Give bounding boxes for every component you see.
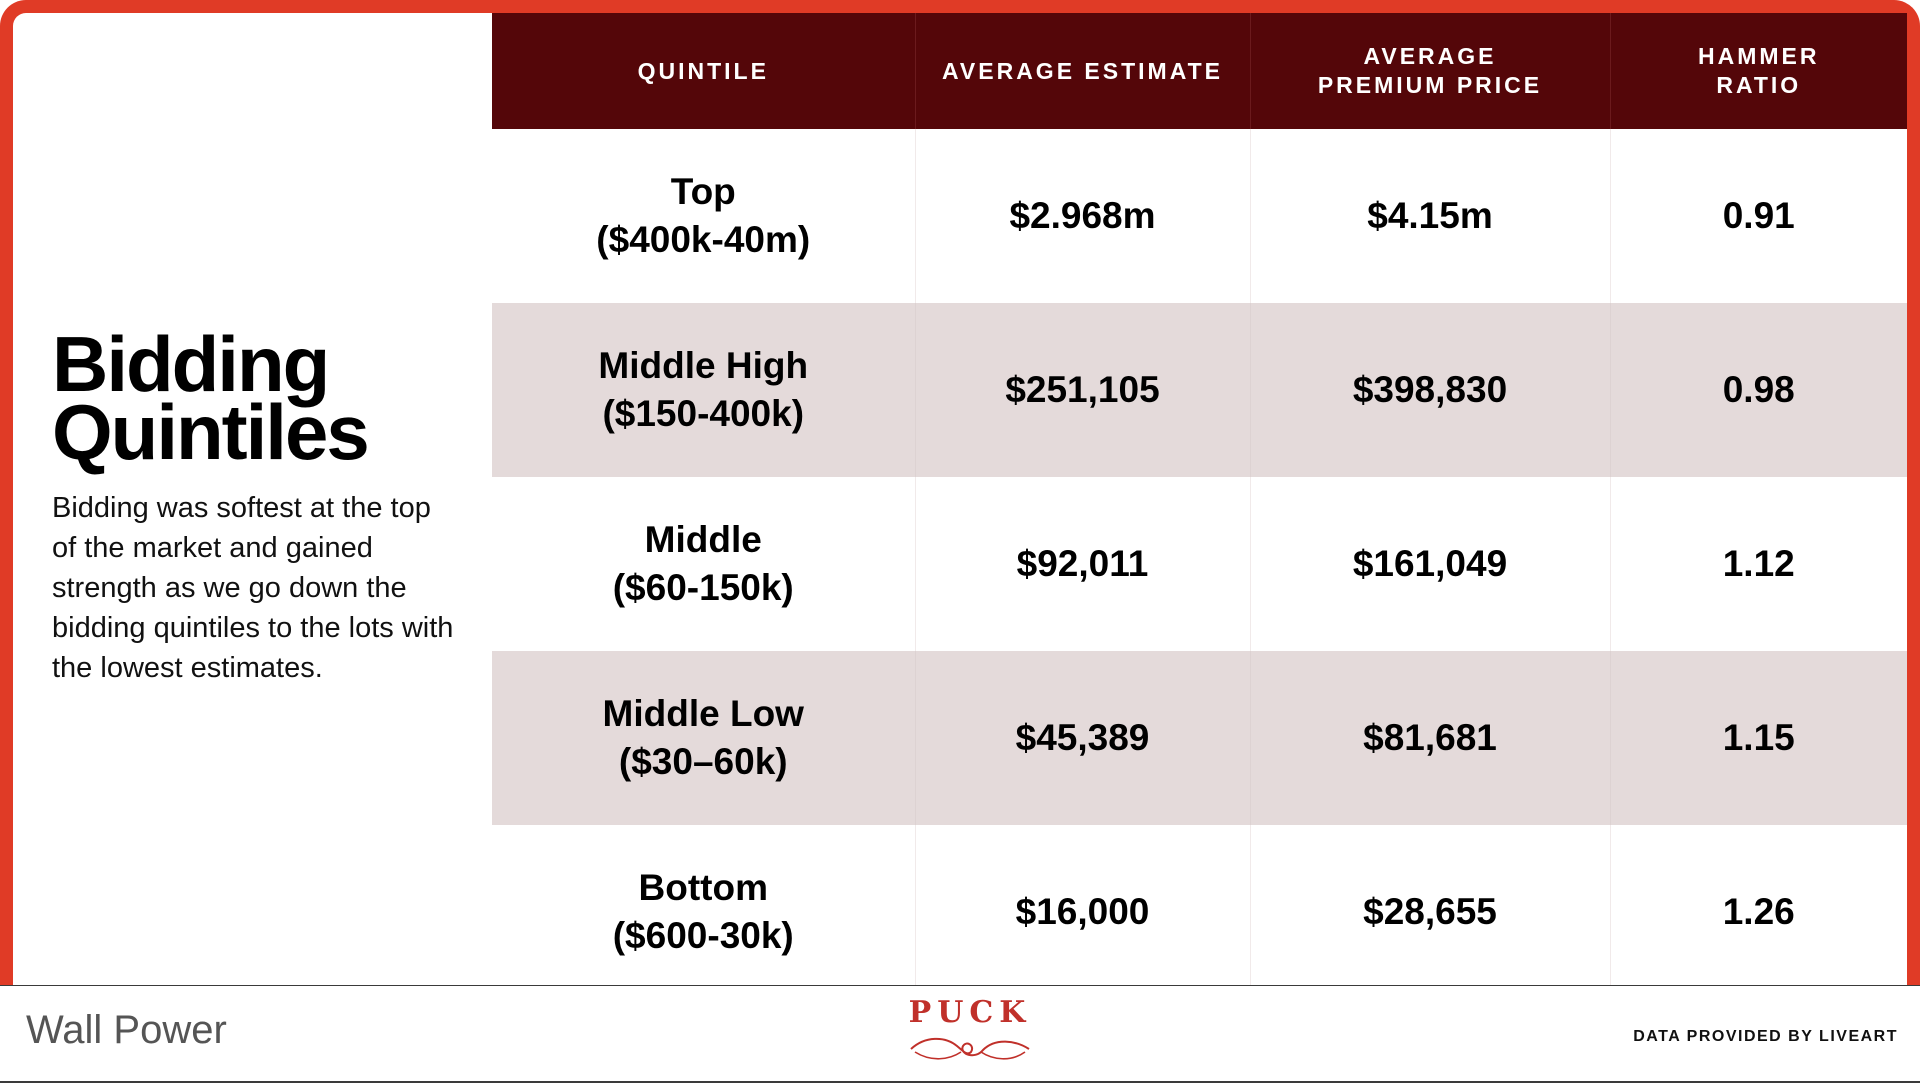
header-average-premium-price: AVERAGE PREMIUM PRICE xyxy=(1250,13,1611,129)
quintile-name: Middle High xyxy=(598,345,809,386)
quintile-range: ($30–60k) xyxy=(618,741,788,782)
page-title: Bidding Quintiles xyxy=(52,320,462,476)
average-estimate-cell: $92,011 xyxy=(915,477,1251,651)
average-premium-cell: $4.15m xyxy=(1250,129,1611,303)
quintile-name: Middle Low xyxy=(602,693,804,734)
quintile-name: Top xyxy=(670,171,736,212)
table-row: Bottom ($600-30k) $16,000 $28,655 1.26 xyxy=(492,825,1907,999)
quintile-cell: Bottom ($600-30k) xyxy=(492,825,916,999)
hammer-ratio-cell: 1.12 xyxy=(1722,543,1795,584)
table-row: Top ($400k-40m) $2.968m $4.15m 0.91 xyxy=(492,129,1907,303)
average-premium-cell: $161,049 xyxy=(1250,477,1611,651)
average-premium-cell: $81,681 xyxy=(1250,651,1611,825)
hammer-ratio-cell: 0.91 xyxy=(1722,195,1795,236)
quintile-range: ($60-150k) xyxy=(612,567,794,608)
footer-bar: Wall Power PUCK DATA PROVIDED BY LIVEART xyxy=(0,985,1920,1083)
quintile-cell: Middle Low ($30–60k) xyxy=(492,651,916,825)
hammer-ratio-cell: 1.26 xyxy=(1722,891,1795,932)
average-premium-cell: $28,655 xyxy=(1250,825,1611,999)
quintile-name: Middle xyxy=(644,519,762,560)
logo-wordmark: PUCK xyxy=(908,995,1032,1030)
quintile-cell: Top ($400k-40m) xyxy=(492,129,916,303)
average-premium-cell: $398,830 xyxy=(1250,303,1611,477)
quintile-range: ($600-30k) xyxy=(612,915,794,956)
hammer-ratio-cell: 0.98 xyxy=(1610,303,1907,477)
title-line-2: Quintiles xyxy=(52,388,370,476)
table-row: Middle High ($150-400k) $251,105 $398,83… xyxy=(492,303,1907,477)
average-estimate-cell: $45,389 xyxy=(915,651,1251,825)
intro-panel: Bidding Quintiles Bidding was softest at… xyxy=(52,320,462,688)
table-header-row: QUINTILE AVERAGE ESTIMATE AVERAGE PREMIU… xyxy=(492,13,1907,129)
table-row: Middle Low ($30–60k) $45,389 $81,681 1.1… xyxy=(492,651,1907,825)
quintile-cell: Middle High ($150-400k) xyxy=(492,303,916,477)
quintile-name: Bottom xyxy=(638,867,768,908)
quintiles-table: QUINTILE AVERAGE ESTIMATE AVERAGE PREMIU… xyxy=(492,13,1907,999)
average-estimate-cell: $2.968m xyxy=(915,129,1251,303)
puck-logo: PUCK xyxy=(890,996,1050,1066)
header-average-estimate: AVERAGE ESTIMATE xyxy=(915,13,1251,129)
data-credit: DATA PROVIDED BY LIVEART xyxy=(1633,1028,1898,1045)
header-quintile: QUINTILE xyxy=(492,13,916,129)
quintile-range: ($150-400k) xyxy=(602,393,805,434)
average-estimate-cell: $16,000 xyxy=(915,825,1251,999)
footer-section-label: Wall Power xyxy=(26,1008,227,1052)
page-description: Bidding was softest at the top of the ma… xyxy=(52,492,454,684)
table-row: Middle ($60-150k) $92,011 $161,049 1.12 xyxy=(492,477,1907,651)
logo-flourish-icon xyxy=(910,1037,1030,1060)
hammer-ratio-cell: 1.15 xyxy=(1610,651,1907,825)
quintile-cell: Middle ($60-150k) xyxy=(492,477,916,651)
average-estimate-cell: $251,105 xyxy=(915,303,1251,477)
header-hammer-ratio: HAMMER RATIO xyxy=(1610,13,1907,129)
title-line-1: Bidding xyxy=(52,320,330,408)
quintile-range: ($400k-40m) xyxy=(596,219,811,260)
